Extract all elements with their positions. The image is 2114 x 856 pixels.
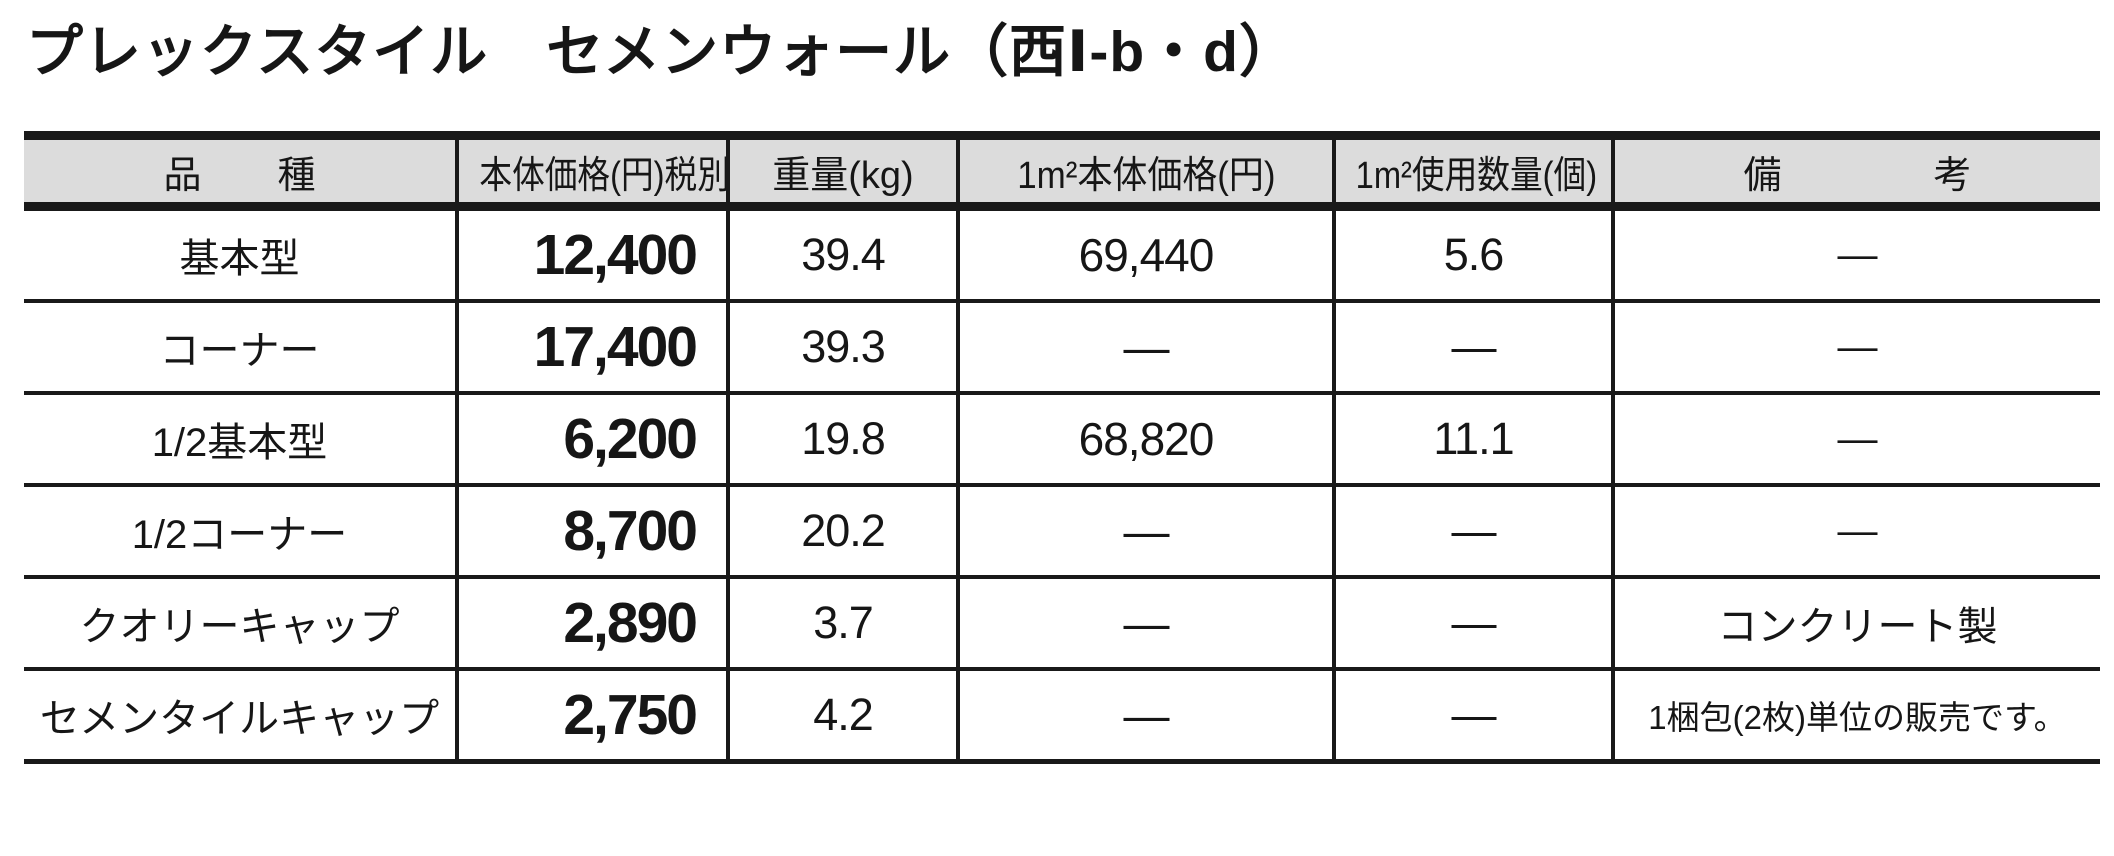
cell-unit-price: 2,750	[455, 667, 728, 764]
col-header-price-per-m2: 1m²本体価格(円)	[956, 131, 1334, 211]
cell-unit-price: 6,200	[455, 391, 728, 487]
cell-product-type: 基本型	[24, 204, 457, 303]
cell-qty-per-m2: —	[1332, 667, 1613, 764]
cell-remarks: コンクリート製	[1611, 575, 2100, 671]
cell-price-per-m2: 68,820	[956, 391, 1334, 487]
cell-price-per-m2: —	[956, 299, 1334, 395]
table-row: 1/2基本型 6,200 19.8 68,820 11.1 —	[24, 391, 2100, 487]
cell-remarks: —	[1611, 204, 2100, 303]
col-header-price-per-m2-label: 1m²本体価格(円)	[1016, 154, 1276, 197]
page-title: プレックスタイル セメンウォール（西Ⅰ-b・d）	[26, 20, 1297, 84]
cell-product-type: 1/2基本型	[24, 391, 457, 487]
cell-weight: 39.3	[726, 299, 958, 395]
cell-remarks: —	[1611, 483, 2100, 579]
cell-price-per-m2: —	[956, 575, 1334, 671]
cell-unit-price: 17,400	[455, 299, 728, 395]
cell-remarks: —	[1611, 299, 2100, 395]
cell-weight: 39.4	[726, 204, 958, 303]
table-row: 1/2コーナー 8,700 20.2 — — —	[24, 483, 2100, 579]
cell-product-type: セメンタイルキャップ	[24, 667, 457, 764]
cell-product-type: クオリーキャップ	[24, 575, 457, 671]
col-header-qty-per-m2: 1m²使用数量(個)	[1332, 131, 1613, 211]
cell-product-type: コーナー	[24, 299, 457, 395]
cell-weight: 20.2	[726, 483, 958, 579]
cell-weight: 3.7	[726, 575, 958, 671]
cell-qty-per-m2: 11.1	[1332, 391, 1613, 487]
col-header-product-type: 品 種	[24, 131, 457, 211]
col-header-unit-price: 本体価格(円)税別	[455, 131, 728, 211]
cell-qty-per-m2: 5.6	[1332, 204, 1613, 303]
cell-remarks: —	[1611, 391, 2100, 487]
cell-qty-per-m2: —	[1332, 299, 1613, 395]
table-row: セメンタイルキャップ 2,750 4.2 — — 1梱包(2枚)単位の販売です。	[24, 667, 2100, 764]
product-price-table: 品 種 本体価格(円)税別 重量(kg) 1m²本体価格(円) 1m²使用数量(…	[24, 131, 2100, 764]
cell-unit-price: 2,890	[455, 575, 728, 671]
cell-product-type: 1/2コーナー	[24, 483, 457, 579]
col-header-remarks: 備 考	[1611, 131, 2100, 211]
cell-qty-per-m2: —	[1332, 483, 1613, 579]
cell-price-per-m2: 69,440	[956, 204, 1334, 303]
col-header-qty-per-m2-label: 1m²使用数量(個)	[1355, 154, 1598, 197]
cell-unit-price: 8,700	[455, 483, 728, 579]
cell-weight: 4.2	[726, 667, 958, 764]
table-row: コーナー 17,400 39.3 — — —	[24, 299, 2100, 395]
col-header-weight: 重量(kg)	[726, 131, 958, 211]
cell-weight: 19.8	[726, 391, 958, 487]
table-header-row: 品 種 本体価格(円)税別 重量(kg) 1m²本体価格(円) 1m²使用数量(…	[24, 131, 2100, 211]
cell-price-per-m2: —	[956, 483, 1334, 579]
cell-qty-per-m2: —	[1332, 575, 1613, 671]
col-header-unit-price-label: 本体価格(円)税別	[479, 154, 728, 197]
table-row: 基本型 12,400 39.4 69,440 5.6 —	[24, 204, 2100, 303]
table-row: クオリーキャップ 2,890 3.7 — — コンクリート製	[24, 575, 2100, 671]
cell-remarks: 1梱包(2枚)単位の販売です。	[1611, 667, 2100, 764]
cell-price-per-m2: —	[956, 667, 1334, 764]
cell-unit-price: 12,400	[455, 204, 728, 303]
